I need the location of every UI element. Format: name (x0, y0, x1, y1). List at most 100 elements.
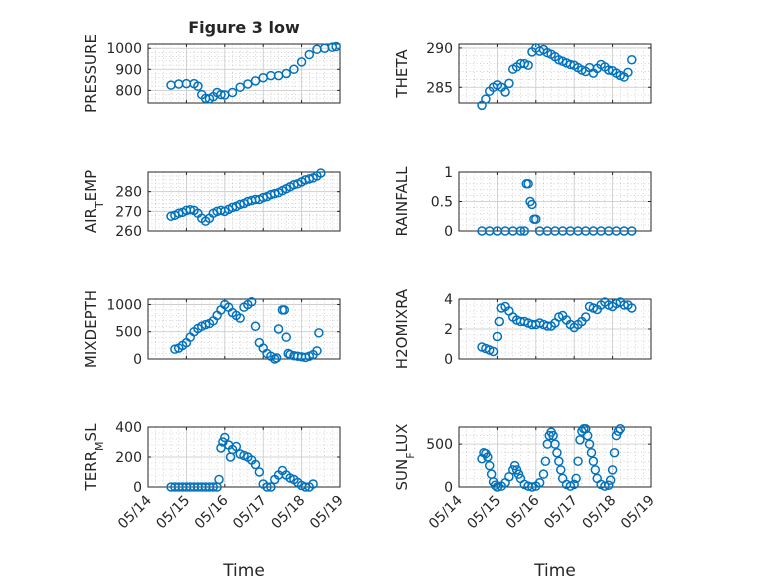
data-point (193, 81, 203, 91)
y-tick-label: 270 (115, 204, 142, 220)
data-point (580, 312, 591, 322)
data-point (246, 296, 257, 307)
data-point (627, 54, 637, 65)
y-tick-label: 0 (133, 480, 142, 496)
minor-grid (459, 172, 651, 231)
data-point (615, 423, 626, 434)
data-point (590, 465, 601, 475)
axes-border (147, 43, 341, 104)
x-tick-label: 05/18 (580, 493, 620, 533)
x-tick-label: 05/17 (230, 493, 270, 533)
data-point (569, 479, 579, 490)
y-tick-label: 4 (444, 292, 453, 308)
x-tick-label: 05/16 (503, 492, 543, 532)
data-point (235, 313, 245, 323)
data-point (584, 439, 595, 449)
data-point (281, 332, 291, 342)
y-axis-label: SUNFLUX (393, 424, 417, 491)
data-point (170, 344, 180, 354)
x-tick-label: 05/15 (464, 493, 504, 533)
series-markers (477, 423, 626, 492)
x-tick-label: 05/16 (192, 492, 232, 532)
data-point (554, 456, 564, 467)
y-axis-label: PRESSURE (82, 34, 100, 113)
y-tick-label: 1000 (106, 41, 142, 57)
data-point (509, 460, 520, 471)
data-point (216, 89, 226, 100)
data-point (304, 49, 315, 60)
series-markers (477, 297, 637, 357)
data-point (504, 78, 514, 89)
data-point (511, 465, 522, 475)
y-axis-label: H2OMIXRA (393, 288, 411, 369)
data-point (250, 459, 261, 470)
data-point (611, 430, 622, 441)
axes-border (147, 171, 341, 232)
series-markers (166, 168, 326, 226)
data-point (605, 475, 616, 485)
data-point (314, 328, 324, 338)
y-tick-label: 0 (444, 352, 453, 368)
y-tick-label: 400 (115, 420, 142, 436)
axes-border (458, 426, 652, 488)
y-axis-label: RAINFALL (393, 166, 411, 237)
subplot-pressure: 800 900 1000 PRESSURE Figure 3 low (82, 18, 341, 113)
data-point (604, 65, 614, 75)
data-point (504, 471, 514, 482)
data-point (613, 426, 624, 437)
data-point (500, 87, 510, 97)
data-point (200, 319, 211, 330)
x-tick-label: 05/17 (541, 493, 581, 533)
x-tick-label: 05/14 (426, 492, 466, 532)
y-tick-label: 900 (115, 62, 142, 78)
data-point (575, 435, 585, 445)
data-point (312, 346, 322, 356)
data-point (250, 76, 261, 86)
data-point (540, 456, 551, 467)
y-axis-label: AIRTEMP (82, 170, 106, 233)
data-point (273, 324, 284, 334)
data-point (527, 482, 537, 492)
data-point (220, 432, 230, 443)
y-tick-label: 1 (444, 165, 453, 181)
data-point (550, 439, 560, 449)
data-point (531, 214, 541, 224)
data-point (488, 346, 499, 357)
data-point (484, 460, 495, 471)
data-point (565, 59, 576, 70)
y-tick-label: 0 (444, 224, 453, 240)
y-tick-label: 0 (133, 352, 142, 368)
data-point (214, 474, 224, 485)
data-point (623, 67, 633, 78)
subplot-theta: 285 290 THETA (393, 41, 652, 111)
data-point (515, 226, 526, 236)
data-point (588, 456, 599, 467)
data-point (513, 469, 524, 479)
data-point (538, 469, 549, 479)
y-tick-label: 260 (115, 224, 142, 240)
data-point (250, 321, 261, 332)
y-axis-label: TERRMSL (82, 423, 106, 492)
data-point (492, 482, 503, 492)
y-tick-label: 500 (426, 437, 453, 453)
y-tick-label: 2 (444, 322, 453, 338)
data-point (254, 467, 265, 477)
y-tick-label: 280 (115, 185, 142, 201)
data-point (571, 473, 581, 484)
data-point (243, 79, 253, 89)
subplot-airtemp: 260 270 280 AIRTEMP (82, 168, 341, 240)
data-point (627, 226, 637, 236)
y-axis-label: THETA (393, 49, 411, 99)
y-tick-label: 290 (426, 41, 453, 57)
data-point (308, 479, 318, 489)
data-point (296, 57, 307, 67)
data-point (235, 82, 245, 92)
data-point (331, 41, 341, 52)
data-point (227, 87, 238, 98)
data-point (266, 482, 276, 492)
data-point (604, 480, 614, 491)
data-point (573, 456, 583, 467)
data-point (271, 353, 282, 363)
